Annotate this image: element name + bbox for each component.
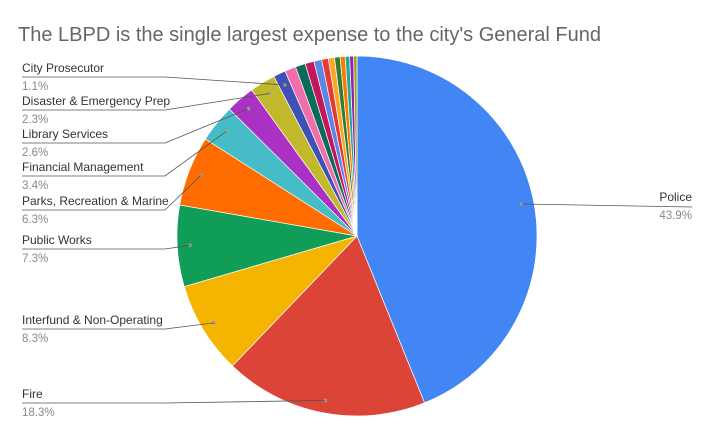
label-interfund-and-non-operating: Interfund & Non-Operating <box>22 313 163 327</box>
leader-line-police <box>521 203 693 208</box>
leader-line-fire <box>22 400 326 404</box>
label-library-services: Library Services <box>22 127 108 141</box>
label-financial-management: Financial Management <box>22 160 144 174</box>
leader-line-interfund-and-non-operating <box>22 322 214 330</box>
leader-dot-disaster-and-emergency-prep <box>267 91 271 96</box>
leader-line-disaster-and-emergency-prep <box>22 93 270 111</box>
leader-line-library-services <box>22 108 249 144</box>
label-police: Police <box>659 190 692 204</box>
label-fire: Fire <box>22 387 43 401</box>
label-disaster-and-emergency-prep: Disaster & Emergency Prep <box>22 94 170 108</box>
pie-labels: Police 43.9% Fire 18.3% Interfund & Non-Oper… <box>22 61 692 419</box>
leader-line-parks-recreation-and-marine <box>22 175 202 211</box>
leader-dot-fire <box>323 398 328 403</box>
pct-label-parks-recreation-and-marine: 6.3% <box>22 214 48 226</box>
label-city-prosecutor: City Prosecutor <box>22 61 104 75</box>
pct-label-public-works: 7.3% <box>22 253 48 265</box>
pct-label-library-services: 2.6% <box>22 147 48 159</box>
pie-slices <box>176 55 538 417</box>
slice-police <box>356 55 538 404</box>
leader-line-public-works <box>22 244 190 250</box>
pct-label-fire: 18.3% <box>22 407 55 419</box>
pct-label-disaster-and-emergency-prep: 2.3% <box>22 114 48 126</box>
slice-other-19 <box>353 55 358 237</box>
label-public-works: Public Works <box>22 233 92 247</box>
pct-label-police: 43.9% <box>659 210 692 222</box>
leader-line-financial-management <box>22 130 227 177</box>
slice-fire <box>231 235 425 417</box>
slice-interfund-and-non-operating <box>183 235 359 367</box>
label-parks-recreation-and-marine: Parks, Recreation & Marine <box>22 194 169 208</box>
pct-label-city-prosecutor: 1.1% <box>22 81 48 93</box>
pct-label-financial-management: 3.4% <box>22 180 48 192</box>
chart-title: The LBPD is the single largest expense t… <box>18 24 601 46</box>
pct-label-interfund-and-non-operating: 8.3% <box>22 333 48 345</box>
leader-line-city-prosecutor <box>22 76 285 86</box>
